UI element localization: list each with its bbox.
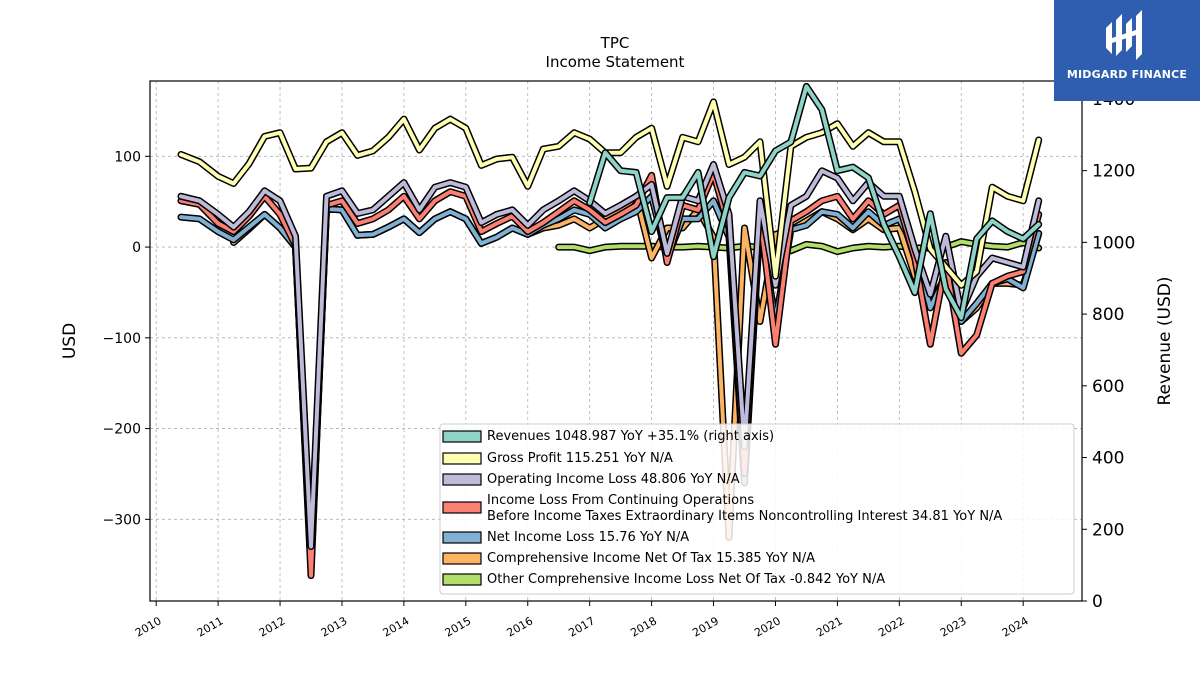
legend-swatch — [442, 452, 482, 465]
y-right-tick-label: 200 — [1092, 520, 1124, 540]
series-lines — [177, 82, 1043, 580]
x-tick-label: 2013 — [319, 614, 350, 639]
x-tick-label: 2022 — [876, 614, 907, 639]
legend-label: Comprehensive Income Net Of Tax 15.385 Y… — [487, 551, 815, 566]
y-right-tick-label: 800 — [1092, 305, 1124, 325]
y-right-tick-label: 600 — [1092, 377, 1124, 397]
x-tick-label: 2018 — [628, 614, 659, 639]
x-tick-label: 2017 — [566, 614, 597, 639]
plot-frame — [149, 80, 1083, 602]
legend-label: Other Comprehensive Income Loss Net Of T… — [487, 572, 885, 587]
series-line — [179, 162, 1041, 549]
series-line — [556, 239, 1041, 254]
legend-swatch — [442, 531, 482, 544]
y-right-tick-label: 1000 — [1092, 233, 1135, 253]
y-tick-label: −200 — [103, 422, 141, 438]
y-right-tick-label: 400 — [1092, 449, 1124, 469]
y-tick-label: −100 — [103, 331, 141, 347]
y-tick-label: 100 — [114, 149, 141, 165]
legend-swatch — [442, 501, 482, 514]
x-tick-label: 2024 — [1000, 614, 1031, 639]
chart-title: TPC — [600, 34, 630, 52]
series-line — [587, 84, 1041, 320]
x-tick-label: 2021 — [814, 614, 845, 639]
legend: Revenues 1048.987 YoY +35.1% (right axis… — [439, 423, 1075, 595]
legend-label: Operating Income Loss 48.806 YoY N/A — [487, 472, 740, 487]
x-tick-label: 2019 — [690, 614, 721, 639]
midgard-logo-icon — [1106, 10, 1142, 60]
chart-subtitle: Income Statement — [546, 53, 685, 71]
y-tick-label: 0 — [132, 240, 141, 256]
x-tick-label: 2011 — [195, 614, 226, 639]
y-axis-right-label: Revenue (USD) — [1155, 276, 1175, 405]
y-right-tick-label: 1200 — [1092, 162, 1135, 182]
legend-label: Income Loss From Continuing Operations Be… — [487, 493, 1002, 524]
legend-swatch — [442, 552, 482, 565]
series-line — [179, 99, 1041, 288]
legend-box — [439, 423, 1075, 595]
legend-swatch — [442, 573, 482, 586]
logo-text: MIDGARD FINANCE — [1066, 68, 1188, 81]
legend-label: Revenues 1048.987 YoY +35.1% (right axis… — [487, 429, 774, 444]
y-axis-label: USD — [60, 323, 80, 359]
x-tick-label: 2016 — [505, 614, 536, 639]
x-tick-label: 2012 — [257, 614, 288, 639]
legend-label-line: Income Loss From Continuing Operations — [487, 493, 754, 508]
x-tick-label: 2020 — [752, 614, 783, 639]
legend-swatch — [442, 430, 482, 443]
x-tick-label: 2010 — [133, 614, 164, 639]
x-tick-label: 2023 — [938, 614, 969, 639]
y-tick-label: −300 — [103, 512, 141, 528]
legend-label: Net Income Loss 15.76 YoY N/A — [487, 530, 689, 545]
x-tick-label: 2015 — [443, 614, 474, 639]
legend-label-line: Before Income Taxes Extraordinary Items … — [487, 509, 1002, 524]
y-right-tick-label: 0 — [1092, 592, 1103, 612]
midgard-finance-logo: MIDGARD FINANCE — [1054, 0, 1200, 101]
legend-label: Gross Profit 115.251 YoY N/A — [487, 451, 673, 466]
legend-swatch — [442, 473, 482, 486]
x-tick-label: 2014 — [381, 614, 412, 639]
